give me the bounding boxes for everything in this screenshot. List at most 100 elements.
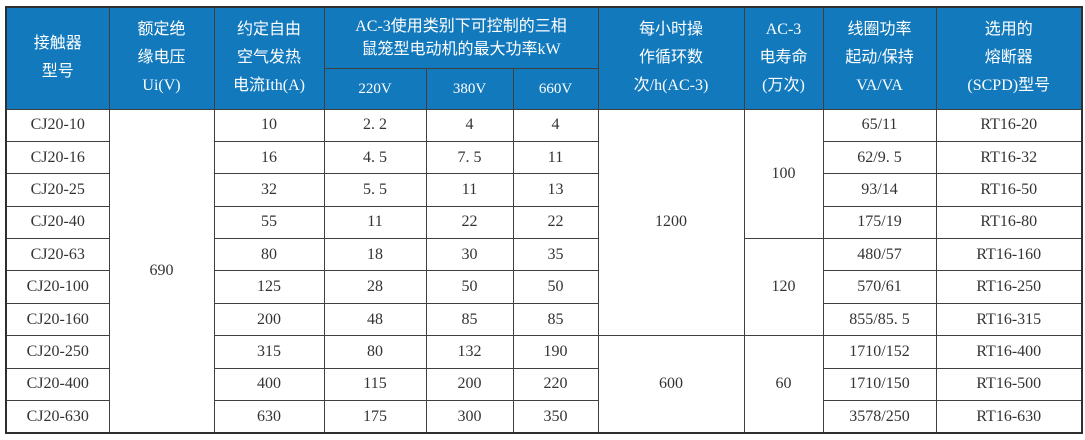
cell-power-380v: 11 <box>425 173 514 207</box>
table-header: 接触器 型号 额定绝 缘电压 Ui(V) 约定自由 空气发热 电流Ith(A) … <box>5 6 1083 110</box>
cell-coil-power: 855/85. 5 <box>822 302 937 337</box>
col-header-cycles: 每小时操 作循环数 次/h(AC-3) <box>597 6 745 110</box>
cell-power-220v: 11 <box>323 205 427 240</box>
table-row: CJ20-25 32 5. 5 11 13 93/14 RT16-50 <box>5 173 1083 207</box>
cell-thermal-current: 10 <box>213 108 325 142</box>
cell-electrical-life: 120 <box>743 238 824 337</box>
cell-fuse: RT16-250 <box>935 270 1083 304</box>
cell-coil-power: 93/14 <box>822 173 937 207</box>
cell-power-380v: 132 <box>425 335 514 369</box>
cell-power-660v: 50 <box>512 270 599 304</box>
cell-electrical-life: 100 <box>743 108 824 240</box>
cell-power-220v: 2. 2 <box>323 108 427 142</box>
cell-power-220v: 18 <box>323 238 427 272</box>
cell-electrical-life: 60 <box>743 335 824 434</box>
cell-thermal-current: 200 <box>213 302 325 337</box>
cell-fuse: RT16-315 <box>935 302 1083 337</box>
cell-model: CJ20-100 <box>5 270 110 304</box>
cell-thermal-current: 32 <box>213 173 325 207</box>
subheader-220v: 220V <box>323 67 427 110</box>
cell-thermal-current: 400 <box>213 367 325 402</box>
cell-coil-power: 62/9. 5 <box>822 140 937 175</box>
cell-cycles: 600 <box>597 335 745 434</box>
col-header-coil-power: 线圈功率 起动/保持 VA/VA <box>822 6 937 110</box>
cell-coil-power: 3578/250 <box>822 400 937 434</box>
contactor-spec-table: 接触器 型号 额定绝 缘电压 Ui(V) 约定自由 空气发热 电流Ith(A) … <box>5 6 1083 434</box>
col-header-power-group: AC-3使用类别下可控制的三相 鼠笼型电动机的最大功率kW <box>323 6 599 69</box>
table-row: CJ20-63 80 18 30 35 120 480/57 RT16-160 <box>5 238 1083 337</box>
cell-power-660v: 4 <box>512 108 599 142</box>
cell-thermal-current: 16 <box>213 140 325 175</box>
cell-fuse: RT16-160 <box>935 238 1083 272</box>
table-row: CJ20-100 125 28 50 50 570/61 RT16-250 <box>5 270 1083 304</box>
table-row: CJ20-630 630 175 300 350 3578/250 RT16-6… <box>5 400 1083 434</box>
cell-thermal-current: 125 <box>213 270 325 304</box>
table-body: CJ20-10 690 10 2. 2 4 4 1200 100 65/11 R… <box>5 108 1083 434</box>
table-row: CJ20-16 16 4. 5 7. 5 11 62/9. 5 RT16-32 <box>5 140 1083 175</box>
cell-power-380v: 7. 5 <box>425 140 514 175</box>
cell-model: CJ20-10 <box>5 108 110 142</box>
cell-thermal-current: 80 <box>213 238 325 272</box>
table-row: CJ20-400 400 115 200 220 1710/150 RT16-5… <box>5 367 1083 402</box>
cell-fuse: RT16-400 <box>935 335 1083 369</box>
col-header-model: 接触器 型号 <box>5 6 110 110</box>
cell-power-660v: 190 <box>512 335 599 369</box>
cell-power-660v: 11 <box>512 140 599 175</box>
cell-power-660v: 35 <box>512 238 599 272</box>
cell-power-380v: 300 <box>425 400 514 434</box>
cell-fuse: RT16-630 <box>935 400 1083 434</box>
cell-power-220v: 4. 5 <box>323 140 427 175</box>
subheader-660v: 660V <box>512 67 599 110</box>
subheader-380v: 380V <box>425 67 514 110</box>
cell-power-380v: 4 <box>425 108 514 142</box>
cell-coil-power: 480/57 <box>822 238 937 272</box>
cell-model: CJ20-16 <box>5 140 110 175</box>
cell-thermal-current: 315 <box>213 335 325 369</box>
cell-model: CJ20-400 <box>5 367 110 402</box>
col-header-thermal-current: 约定自由 空气发热 电流Ith(A) <box>213 6 325 110</box>
cell-cycles: 1200 <box>597 108 745 337</box>
cell-model: CJ20-40 <box>5 205 110 240</box>
cell-model: CJ20-63 <box>5 238 110 272</box>
cell-power-660v: 13 <box>512 173 599 207</box>
cell-power-220v: 115 <box>323 367 427 402</box>
cell-power-380v: 22 <box>425 205 514 240</box>
cell-coil-power: 570/61 <box>822 270 937 304</box>
table-row: CJ20-250 315 80 132 190 600 60 1710/152 … <box>5 335 1083 434</box>
cell-power-660v: 85 <box>512 302 599 337</box>
cell-fuse: RT16-80 <box>935 205 1083 240</box>
cell-insulation-voltage: 690 <box>108 108 215 434</box>
cell-power-380v: 30 <box>425 238 514 272</box>
cell-power-660v: 220 <box>512 367 599 402</box>
cell-power-660v: 350 <box>512 400 599 434</box>
cell-power-220v: 80 <box>323 335 427 369</box>
cell-thermal-current: 630 <box>213 400 325 434</box>
col-header-insulation-voltage: 额定绝 缘电压 Ui(V) <box>108 6 215 110</box>
cell-model: CJ20-250 <box>5 335 110 369</box>
cell-power-660v: 22 <box>512 205 599 240</box>
cell-model: CJ20-25 <box>5 173 110 207</box>
cell-coil-power: 1710/152 <box>822 335 937 369</box>
cell-fuse: RT16-32 <box>935 140 1083 175</box>
cell-model: CJ20-160 <box>5 302 110 337</box>
cell-fuse: RT16-20 <box>935 108 1083 142</box>
table-row: CJ20-40 55 11 22 22 175/19 RT16-80 <box>5 205 1083 240</box>
cell-power-380v: 50 <box>425 270 514 304</box>
col-header-electrical-life: AC-3 电寿命 (万次) <box>743 6 824 110</box>
cell-power-380v: 85 <box>425 302 514 337</box>
table-row: CJ20-10 690 10 2. 2 4 4 1200 100 65/11 R… <box>5 108 1083 434</box>
cell-fuse: RT16-500 <box>935 367 1083 402</box>
cell-coil-power: 1710/150 <box>822 367 937 402</box>
cell-coil-power: 175/19 <box>822 205 937 240</box>
cell-model: CJ20-630 <box>5 400 110 434</box>
cell-power-220v: 175 <box>323 400 427 434</box>
cell-fuse: RT16-50 <box>935 173 1083 207</box>
col-header-fuse: 选用的 熔断器 (SCPD)型号 <box>935 6 1083 110</box>
cell-power-220v: 28 <box>323 270 427 304</box>
cell-power-380v: 200 <box>425 367 514 402</box>
cell-power-220v: 48 <box>323 302 427 337</box>
cell-coil-power: 65/11 <box>822 108 937 142</box>
cell-power-220v: 5. 5 <box>323 173 427 207</box>
cell-thermal-current: 55 <box>213 205 325 240</box>
